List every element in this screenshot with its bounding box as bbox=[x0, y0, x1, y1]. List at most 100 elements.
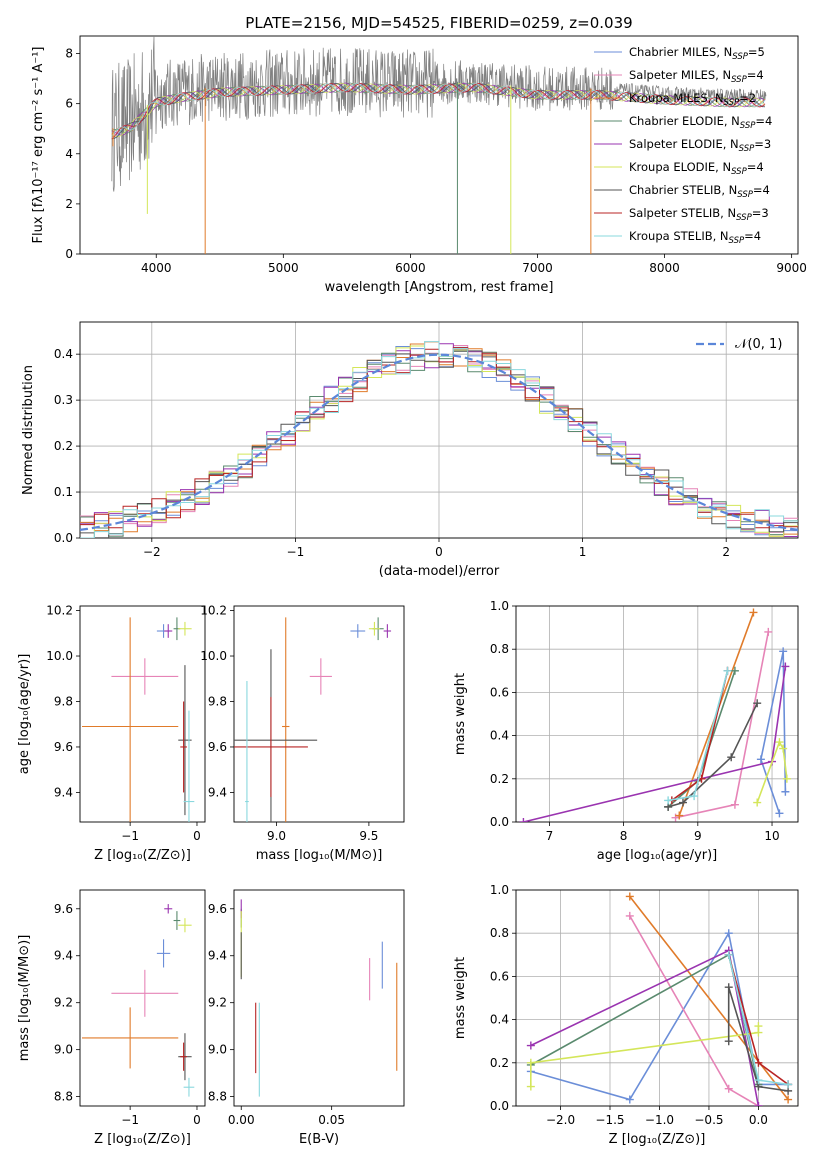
x-tick-label: −1 bbox=[121, 829, 139, 843]
series-marker bbox=[690, 792, 699, 801]
y-tick-label: 10.0 bbox=[46, 649, 73, 663]
x-axis-label: (data-model)/error bbox=[379, 564, 500, 579]
legend-tail: =4 bbox=[753, 183, 770, 197]
axes-frame bbox=[515, 605, 799, 823]
spectrum-plot bbox=[111, 36, 767, 254]
x-axis-label: Z [log₁₀(Z/Z⊙)] bbox=[609, 1132, 706, 1147]
series-marker bbox=[727, 753, 736, 762]
y-tick-label: 0.4 bbox=[490, 1013, 509, 1027]
y-tick-label: 0 bbox=[65, 247, 73, 261]
legend-tail: =4 bbox=[755, 114, 772, 128]
series-marker bbox=[753, 798, 762, 807]
y-tick-label: 0.0 bbox=[490, 815, 509, 829]
y-tick-label: 0.1 bbox=[54, 485, 73, 499]
mass_vs_Z-axes: −1 0 8.8 9.0 9.2 9.4 9.6 Z [log₁₀(Z/Z⊙)] mass [l… bbox=[17, 889, 206, 1147]
legend-sub: SSP bbox=[739, 144, 755, 154]
chart-title: PLATE=2156, MJD=54525, FIBERID=0259, z=0… bbox=[245, 14, 632, 32]
series-marker bbox=[625, 911, 634, 920]
y-tick-label: 9.4 bbox=[54, 949, 73, 963]
y-axis-label: mass [log₁₀(M/M⊙)] bbox=[17, 935, 32, 1062]
mass_vs_ebv-points bbox=[240, 899, 398, 1097]
y-tick-label: 9.2 bbox=[208, 996, 227, 1010]
x-tick-label: 1 bbox=[579, 545, 587, 559]
series-marker bbox=[664, 796, 673, 805]
x-tick-label: 6000 bbox=[395, 261, 426, 275]
legend-entry: Kroupa STELIB, NSSP=4 bbox=[629, 229, 761, 246]
weight_vs_age-lines bbox=[519, 608, 791, 822]
x-tick-label: −1 bbox=[287, 545, 305, 559]
legend-tail: =4 bbox=[744, 229, 761, 243]
series-marker bbox=[730, 800, 739, 809]
series-marker bbox=[781, 662, 790, 671]
series-marker bbox=[782, 774, 791, 783]
y-tick-label: 1.0 bbox=[490, 883, 509, 897]
x-axis-label: Z [log₁₀(Z/Z⊙)] bbox=[94, 1132, 191, 1147]
y-axis-label: Normed distribution bbox=[21, 365, 36, 495]
mass_vs_Z-points bbox=[82, 904, 195, 1097]
series-marker bbox=[724, 1037, 733, 1046]
series-marker bbox=[779, 647, 788, 656]
series-marker bbox=[775, 738, 784, 747]
y-tick-label: 9.0 bbox=[54, 1043, 73, 1057]
x-tick-label: 4000 bbox=[141, 261, 172, 275]
series-marker bbox=[526, 1082, 535, 1091]
series-marker bbox=[784, 1095, 793, 1104]
series-marker bbox=[764, 627, 773, 636]
y-tick-label: 9.4 bbox=[208, 949, 227, 963]
series-marker bbox=[754, 1058, 763, 1067]
axes-frame bbox=[79, 889, 206, 1107]
y-tick-label: 0.3 bbox=[54, 393, 73, 407]
legend-sub: SSP bbox=[737, 190, 753, 200]
x-tick-label: −1.0 bbox=[645, 1113, 674, 1127]
spectrum-model-kroupa_miles bbox=[111, 82, 766, 135]
age_vs_Z-axes: −1 0 9.4 9.6 9.8 10.0 10.2 Z [log₁₀(Z/Z⊙)] age [… bbox=[17, 604, 206, 863]
y-tick-label: 0.6 bbox=[490, 685, 509, 699]
legend-tail: =3 bbox=[754, 137, 771, 151]
legend-sub: SSP bbox=[736, 213, 752, 223]
y-tick-label: 9.2 bbox=[54, 996, 73, 1010]
weight_vs_age-axes: 7 8 9 10 0.0 0.2 0.4 0.6 0.8 1.0 age [log₁₀(age/yr… bbox=[453, 599, 799, 863]
y-tick-label: 9.0 bbox=[208, 1043, 227, 1057]
series-marker bbox=[754, 1076, 763, 1085]
x-tick-label: 7000 bbox=[522, 261, 553, 275]
legend-sub: SSP bbox=[731, 167, 747, 177]
spectrum-model-salpeter_elodie bbox=[111, 82, 766, 136]
y-tick-label: 0.2 bbox=[54, 439, 73, 453]
axes-frame bbox=[233, 605, 405, 823]
series-marker bbox=[724, 950, 733, 959]
x-tick-label: 9000 bbox=[776, 261, 807, 275]
series-line-chabrier_miles bbox=[760, 651, 787, 814]
y-tick-label: 8.8 bbox=[54, 1090, 73, 1104]
y-tick-label: 9.6 bbox=[208, 902, 227, 916]
legend-label: Chabrier MILES, N bbox=[629, 45, 732, 59]
y-tick-label: 9.4 bbox=[208, 785, 227, 799]
y-tick-label: 1.0 bbox=[490, 599, 509, 613]
series-line-salpeter_miles bbox=[629, 915, 759, 1106]
series-marker bbox=[625, 1095, 634, 1104]
axes-frame bbox=[515, 889, 799, 1107]
series-marker bbox=[775, 809, 784, 818]
legend-entry: Salpeter ELODIE, NSSP=3 bbox=[629, 137, 771, 154]
series-marker bbox=[724, 1084, 733, 1093]
x-tick-label: 7 bbox=[546, 829, 554, 843]
spectrum-model-kroupa_stelib bbox=[111, 82, 766, 136]
gaussian-curve bbox=[80, 353, 798, 531]
series-line-kroupa_elodie bbox=[756, 740, 788, 803]
y-axis-label: mass weight bbox=[453, 673, 468, 755]
series-marker bbox=[625, 892, 634, 901]
y-axis-label: Flux [fλ10⁻¹⁷ erg cm⁻² s⁻¹ A⁻¹] bbox=[31, 47, 46, 244]
x-axis-label: wavelength [Angstrom, rest frame] bbox=[325, 280, 554, 295]
y-axis-label: mass weight bbox=[453, 957, 468, 1039]
y-tick-label: 9.8 bbox=[54, 694, 73, 708]
series-marker bbox=[526, 1058, 535, 1067]
series-marker bbox=[678, 798, 687, 807]
weight_vs_Z-axes: −2.0 −1.5 −1.0 −0.5 0.0 0.0 0.2 0.4 0.6 0.8 1.0 Z [… bbox=[453, 883, 799, 1147]
axes-frame bbox=[79, 321, 799, 539]
y-tick-label: 8 bbox=[65, 47, 73, 61]
series-marker bbox=[519, 818, 528, 822]
x-tick-label: 0.05 bbox=[318, 1113, 345, 1127]
legend-entry: Chabrier STELIB, NSSP=4 bbox=[629, 183, 770, 200]
x-tick-label: 9.0 bbox=[267, 829, 286, 843]
legend-entry: Salpeter MILES, NSSP=4 bbox=[629, 68, 764, 85]
